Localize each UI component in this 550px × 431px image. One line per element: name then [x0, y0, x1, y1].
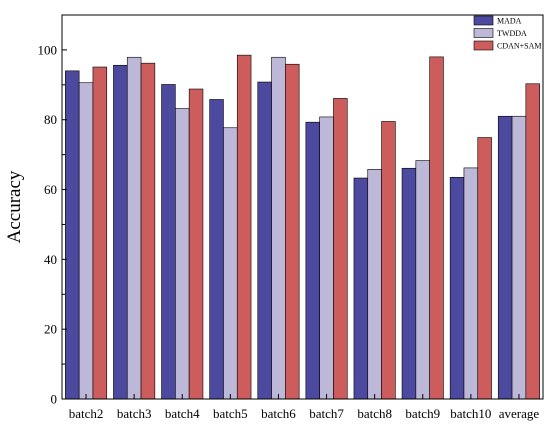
bar-mada-batch3 [113, 64, 128, 400]
bar-mada-average [497, 115, 513, 400]
x-axis: batch2 batch3 batch4 batch5 batch6 batch7 batc… [69, 394, 540, 421]
x-tick-label: batch5 [213, 406, 248, 421]
legend-swatch [473, 28, 494, 38]
bar-twdda-batch4 [175, 108, 190, 400]
bar-twdda-batch8 [367, 168, 382, 400]
bar-mada-batch5 [209, 99, 224, 400]
x-tick-label: batch8 [357, 406, 392, 421]
bar-twdda-average [511, 115, 527, 400]
x-tick-label: batch7 [309, 406, 344, 421]
bar-cdan-sam-batch8 [381, 121, 396, 400]
bar-twdda-batch9 [415, 160, 430, 400]
bar-twdda-batch5 [223, 127, 238, 400]
x-tick-label: batch2 [69, 406, 104, 421]
y-axis: 0 20 40 60 80 100 [38, 42, 67, 407]
bar-cdan-sam-batch7 [333, 98, 348, 400]
legend-label: TWDDA [497, 29, 527, 38]
y-tick-label: 40 [44, 252, 57, 267]
bar-mada-batch4 [161, 84, 176, 400]
x-tick-label: batch10 [450, 406, 491, 421]
bar-cdan-sam-batch6 [285, 63, 300, 400]
y-tick-label: 20 [44, 322, 57, 337]
bar-mada-batch10 [449, 177, 465, 400]
legend-label: MADA [497, 17, 522, 26]
bar-mada-batch6 [257, 81, 272, 400]
bar-mada-batch2 [65, 70, 80, 400]
x-tick-label: average [499, 406, 540, 421]
bar-cdan-sam-batch5 [236, 54, 252, 400]
bars-layer [65, 54, 540, 400]
y-tick-label: 0 [51, 392, 58, 407]
bar-mada-batch7 [305, 121, 320, 400]
x-tick-label: batch3 [117, 406, 152, 421]
bar-mada-batch9 [401, 167, 417, 400]
y-tick-label: 80 [44, 112, 57, 127]
bar-twdda-batch6 [271, 56, 286, 400]
y-axis-label: Accuracy [4, 170, 25, 243]
plot-frame [61, 14, 544, 400]
x-tick-label: batch6 [261, 406, 296, 421]
x-tick-label: batch4 [165, 406, 200, 421]
bar-twdda-batch2 [78, 82, 94, 400]
bar-cdan-sam-average [525, 83, 540, 400]
bar-cdan-sam-batch10 [477, 137, 492, 400]
bar-mada-batch8 [353, 177, 369, 400]
bar-cdan-sam-batch9 [429, 56, 444, 400]
y-tick-label: 100 [38, 42, 58, 57]
legend-swatch [473, 40, 494, 51]
bar-twdda-batch10 [463, 167, 479, 400]
legend: MADA TWDDA CDAN+SAM [473, 15, 542, 51]
x-tick-label: batch9 [405, 406, 440, 421]
legend-label: CDAN+SAM [497, 42, 542, 51]
legend-swatch [473, 15, 494, 26]
bar-twdda-batch3 [126, 56, 142, 400]
bar-cdan-sam-batch4 [188, 88, 204, 400]
bar-cdan-sam-batch2 [92, 66, 108, 400]
y-tick-label: 60 [44, 182, 57, 197]
bar-cdan-sam-batch3 [140, 62, 156, 400]
bar-twdda-batch7 [319, 116, 334, 400]
